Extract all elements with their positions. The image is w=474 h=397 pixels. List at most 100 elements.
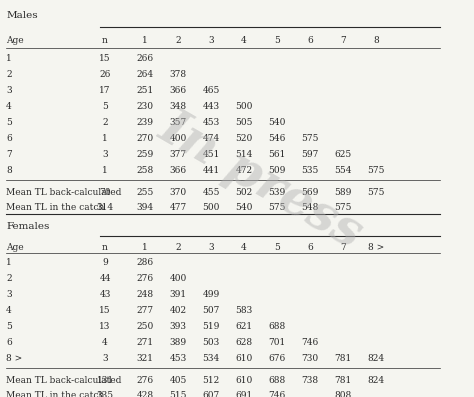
Text: 270: 270 [137, 134, 154, 143]
Text: 394: 394 [137, 203, 154, 212]
Text: 575: 575 [301, 134, 319, 143]
Text: 589: 589 [334, 188, 352, 197]
Text: 607: 607 [202, 391, 220, 397]
Text: 540: 540 [268, 118, 286, 127]
Text: 738: 738 [301, 376, 319, 385]
Text: 8 >: 8 > [6, 354, 22, 363]
Text: 2: 2 [175, 36, 181, 44]
Text: 453: 453 [202, 118, 220, 127]
Text: 688: 688 [268, 376, 286, 385]
Text: 443: 443 [202, 102, 219, 111]
Text: 26: 26 [100, 70, 111, 79]
Text: 503: 503 [202, 338, 220, 347]
Text: 505: 505 [235, 118, 253, 127]
Text: 746: 746 [301, 338, 319, 347]
Text: 509: 509 [268, 166, 286, 175]
Text: 389: 389 [170, 338, 187, 347]
Text: 610: 610 [236, 376, 253, 385]
Text: 441: 441 [202, 166, 220, 175]
Text: 377: 377 [170, 150, 187, 159]
Text: 4: 4 [102, 338, 108, 347]
Text: 500: 500 [236, 102, 253, 111]
Text: 1: 1 [102, 134, 108, 143]
Text: Females: Females [6, 222, 49, 231]
Text: 507: 507 [202, 306, 220, 315]
Text: 575: 575 [367, 188, 385, 197]
Text: 519: 519 [202, 322, 220, 331]
Text: 6: 6 [6, 338, 12, 347]
Text: 824: 824 [367, 354, 384, 363]
Text: 575: 575 [268, 203, 286, 212]
Text: 781: 781 [334, 376, 352, 385]
Text: 15: 15 [99, 54, 111, 63]
Text: 625: 625 [334, 150, 352, 159]
Text: In press: In press [150, 103, 371, 259]
Text: 43: 43 [100, 290, 111, 299]
Text: 548: 548 [301, 203, 319, 212]
Text: 348: 348 [170, 102, 187, 111]
Text: 7: 7 [340, 36, 346, 44]
Text: 5: 5 [274, 36, 280, 44]
Text: 405: 405 [169, 376, 187, 385]
Text: 70: 70 [100, 188, 111, 197]
Text: 230: 230 [137, 102, 154, 111]
Text: 451: 451 [202, 150, 220, 159]
Text: 472: 472 [236, 166, 253, 175]
Text: n: n [102, 243, 108, 252]
Text: Age: Age [6, 243, 24, 252]
Text: 824: 824 [367, 376, 384, 385]
Text: 7: 7 [340, 243, 346, 252]
Text: 8: 8 [6, 166, 12, 175]
Text: 393: 393 [170, 322, 187, 331]
Text: 465: 465 [202, 86, 220, 95]
Text: 9: 9 [102, 258, 108, 267]
Text: 502: 502 [236, 188, 253, 197]
Text: 597: 597 [301, 150, 319, 159]
Text: 515: 515 [169, 391, 187, 397]
Text: 546: 546 [268, 134, 286, 143]
Text: 131: 131 [97, 376, 114, 385]
Text: 239: 239 [137, 118, 154, 127]
Text: 554: 554 [334, 166, 352, 175]
Text: 5: 5 [274, 243, 280, 252]
Text: 455: 455 [202, 188, 220, 197]
Text: 520: 520 [236, 134, 253, 143]
Text: 258: 258 [137, 166, 154, 175]
Text: 8: 8 [373, 36, 379, 44]
Text: 453: 453 [170, 354, 187, 363]
Text: Mean TL in the catch: Mean TL in the catch [6, 391, 104, 397]
Text: 730: 730 [301, 354, 319, 363]
Text: 378: 378 [170, 70, 187, 79]
Text: 428: 428 [137, 391, 154, 397]
Text: 4: 4 [6, 306, 12, 315]
Text: 3: 3 [208, 36, 214, 44]
Text: 4: 4 [241, 243, 247, 252]
Text: 701: 701 [268, 338, 286, 347]
Text: 514: 514 [236, 150, 253, 159]
Text: 500: 500 [202, 203, 220, 212]
Text: Males: Males [6, 11, 38, 20]
Text: 44: 44 [100, 274, 111, 283]
Text: 15: 15 [99, 306, 111, 315]
Text: 534: 534 [202, 354, 220, 363]
Text: 321: 321 [137, 354, 154, 363]
Text: 357: 357 [170, 118, 187, 127]
Text: 561: 561 [268, 150, 286, 159]
Text: 575: 575 [367, 166, 385, 175]
Text: 691: 691 [236, 391, 253, 397]
Text: 474: 474 [202, 134, 220, 143]
Text: 366: 366 [170, 86, 187, 95]
Text: 400: 400 [170, 274, 187, 283]
Text: 6: 6 [307, 243, 313, 252]
Text: 250: 250 [137, 322, 154, 331]
Text: 3: 3 [6, 290, 12, 299]
Text: 276: 276 [137, 274, 154, 283]
Text: 4: 4 [6, 102, 12, 111]
Text: 539: 539 [268, 188, 286, 197]
Text: 4: 4 [241, 36, 247, 44]
Text: 7: 7 [6, 150, 12, 159]
Text: 13: 13 [100, 322, 111, 331]
Text: 402: 402 [170, 306, 187, 315]
Text: 2: 2 [6, 274, 12, 283]
Text: 391: 391 [170, 290, 187, 299]
